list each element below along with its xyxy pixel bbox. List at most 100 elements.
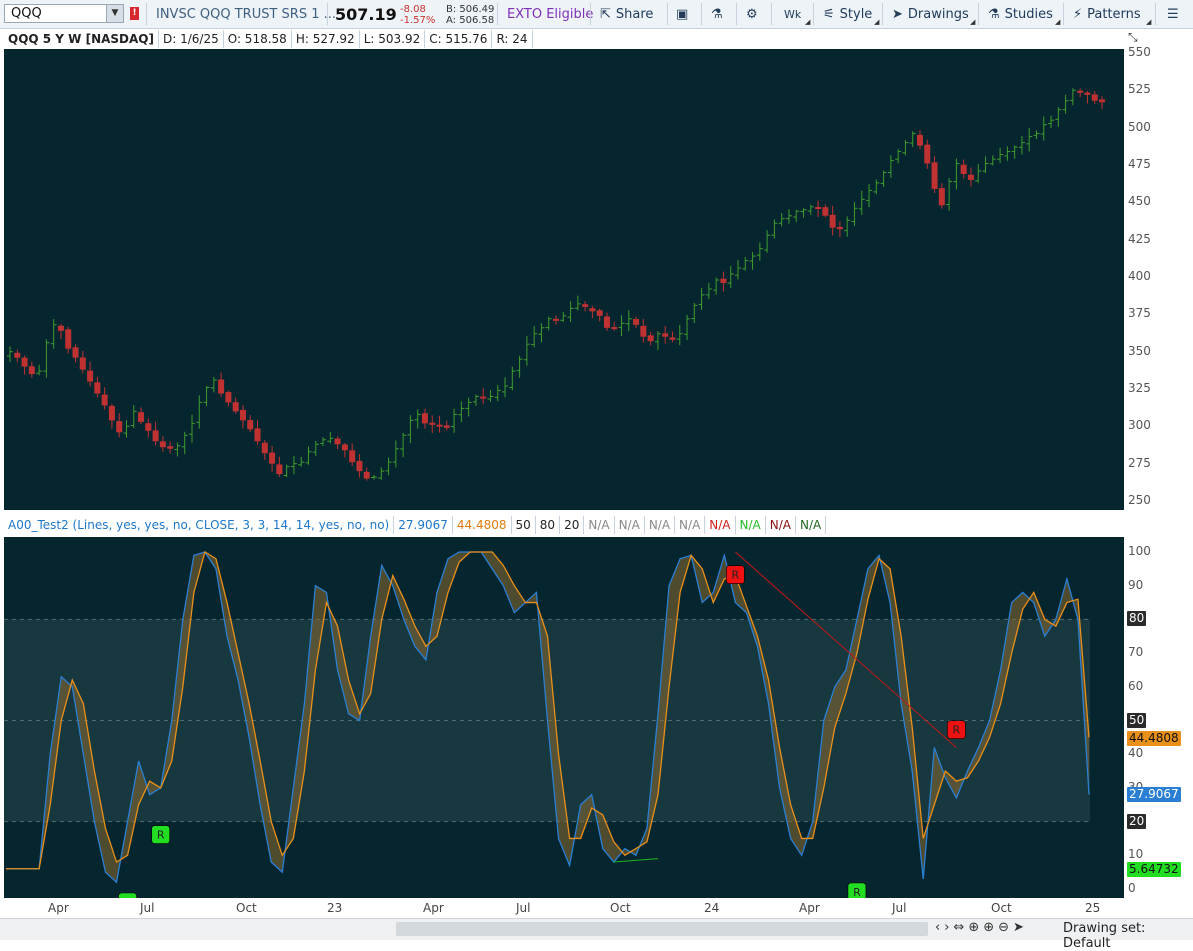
price-axis-tick: 375 bbox=[1128, 306, 1151, 321]
settings-button[interactable]: ⚙ bbox=[746, 0, 763, 28]
scroll-right-icon[interactable]: › bbox=[944, 920, 954, 935]
candle-body bbox=[938, 188, 945, 206]
study-name[interactable]: A00_Test2 (Lines, yes, yes, no, CLOSE, 3… bbox=[4, 516, 395, 534]
candle-body bbox=[480, 396, 487, 399]
candle-body bbox=[1077, 90, 1084, 93]
menu-button[interactable]: ☰ bbox=[1167, 0, 1184, 28]
candle-body bbox=[647, 335, 654, 342]
chart-title[interactable]: QQQ 5 Y W [NASDAQ] bbox=[4, 29, 159, 48]
candle-body bbox=[28, 366, 35, 375]
candle-body bbox=[79, 357, 86, 370]
candle-body bbox=[167, 446, 174, 449]
marker-box bbox=[726, 565, 745, 585]
candle-body bbox=[21, 357, 28, 367]
dropdown-corner-icon: ◢ bbox=[1146, 18, 1152, 26]
price-chart[interactable] bbox=[4, 49, 1124, 510]
zoom-in-icon[interactable]: ⊕ bbox=[983, 920, 999, 935]
timeframe-button[interactable]: Wk bbox=[784, 0, 801, 28]
marker-box bbox=[151, 825, 171, 844]
candle-body bbox=[436, 424, 443, 427]
price-axis-tick: 250 bbox=[1128, 493, 1151, 507]
candle-body bbox=[247, 420, 254, 430]
time-axis-tick: Apr bbox=[48, 901, 69, 915]
divider bbox=[736, 3, 737, 25]
drawings-button[interactable]: ➤ Drawings bbox=[892, 0, 969, 28]
candle-body bbox=[261, 442, 268, 454]
style-label: Style bbox=[839, 6, 873, 22]
scrollbar-thumb[interactable] bbox=[396, 922, 928, 936]
info-open: O: 518.58 bbox=[224, 29, 292, 48]
bullish-signal-marker: R bbox=[847, 882, 867, 898]
time-axis[interactable]: Apr Jul Oct 23 Apr Jul Oct 24 Apr Jul Oct 25 bbox=[4, 898, 1124, 918]
gear-icon: ⚙ bbox=[746, 6, 758, 22]
alert-flag-icon[interactable]: ! bbox=[130, 7, 139, 20]
oscillator-chart-svg[interactable]: R R R R R bbox=[4, 537, 1124, 898]
level-label-box: 20 bbox=[1127, 813, 1147, 829]
marker-label: R bbox=[732, 569, 740, 582]
collapse-icon[interactable]: ⤡ bbox=[1128, 30, 1138, 44]
dropdown-corner-icon: ◢ bbox=[1055, 18, 1061, 26]
price-axis-tick: 425 bbox=[1128, 231, 1151, 246]
exto-eligible-link[interactable]: EXTO Eligible bbox=[507, 6, 594, 22]
candle-body bbox=[421, 413, 428, 424]
drawing-set-label[interactable]: Drawing set: Default bbox=[1063, 921, 1146, 951]
candle-body bbox=[14, 352, 21, 358]
scroll-left-icon[interactable]: ‹ bbox=[935, 920, 945, 935]
crosshair-icon[interactable]: ⊕ bbox=[968, 920, 984, 935]
candle-body bbox=[254, 428, 261, 442]
bid-ask: B: 506.49 A: 506.58 bbox=[446, 3, 494, 27]
candle-body bbox=[138, 412, 145, 422]
oscillator-axis-tick: 90 bbox=[1128, 577, 1144, 592]
drawings-label: Drawings bbox=[907, 6, 969, 22]
candle-body bbox=[363, 471, 370, 479]
time-axis-tick: Apr bbox=[799, 901, 820, 915]
candle-body bbox=[232, 402, 239, 412]
price-change: -8.08 -1.57% bbox=[400, 3, 435, 27]
price-chart-svg[interactable] bbox=[4, 49, 1124, 510]
time-axis-tick: Oct bbox=[610, 901, 631, 915]
candle-body bbox=[218, 379, 225, 394]
divider bbox=[813, 3, 814, 25]
cursor-icon[interactable]: ➤ bbox=[1013, 920, 1028, 935]
candle-body bbox=[582, 304, 589, 307]
style-button[interactable]: ⚟ Style bbox=[823, 0, 872, 28]
study-na: N/A bbox=[645, 516, 676, 534]
time-axis-tick: 24 bbox=[704, 901, 720, 915]
divider bbox=[146, 3, 147, 25]
patterns-button[interactable]: ⚡ Patterns bbox=[1073, 0, 1141, 28]
time-axis-tick: Oct bbox=[236, 901, 257, 915]
time-axis-tick: Jul bbox=[892, 901, 907, 915]
last-price: 507.19 bbox=[335, 4, 397, 24]
symbol-input[interactable]: QQQ ▼ bbox=[4, 4, 124, 23]
candle-body bbox=[159, 441, 166, 448]
candle-body bbox=[87, 370, 94, 382]
snapshot-button[interactable]: ▣ bbox=[676, 0, 693, 28]
bearish-divergence-line bbox=[735, 551, 957, 748]
time-axis-tick: 23 bbox=[327, 901, 343, 915]
k-line bbox=[6, 551, 1090, 884]
price-axis-tick: 550 bbox=[1128, 45, 1151, 59]
chart-info-bar: QQQ 5 Y W [NASDAQ] D: 1/6/25 O: 518.58 H… bbox=[4, 29, 533, 48]
patterns-icon: ⚡ bbox=[1073, 6, 1083, 22]
studies-button[interactable]: ⚗ Studies bbox=[988, 0, 1053, 28]
share-icon: ⇱ bbox=[600, 6, 611, 22]
flask-button[interactable]: ⚗ bbox=[711, 0, 728, 28]
zoom-out-icon[interactable]: ⊖ bbox=[998, 920, 1014, 935]
pan-icon[interactable]: ⇔ bbox=[953, 920, 969, 935]
oscillator-axis-tick: 0 bbox=[1128, 881, 1136, 895]
oscillator-chart[interactable]: R R R R R bbox=[4, 537, 1124, 898]
share-button[interactable]: ⇱ Share bbox=[600, 0, 653, 28]
candle-body bbox=[669, 337, 676, 340]
price-axis[interactable]: ⤡ bbox=[1125, 30, 1193, 510]
candle-body bbox=[72, 347, 79, 358]
bearish-signal-marker: R bbox=[947, 720, 966, 740]
candle-body bbox=[152, 430, 159, 442]
candle-body bbox=[960, 164, 967, 174]
marker-label: R bbox=[853, 886, 861, 898]
candle-body bbox=[917, 134, 923, 146]
chevron-down-icon[interactable]: ▼ bbox=[106, 5, 123, 22]
change-value: -8.08 bbox=[400, 4, 426, 15]
candle-body bbox=[341, 444, 348, 451]
price-axis-tick: 450 bbox=[1128, 194, 1151, 209]
info-high: H: 527.92 bbox=[292, 29, 360, 48]
